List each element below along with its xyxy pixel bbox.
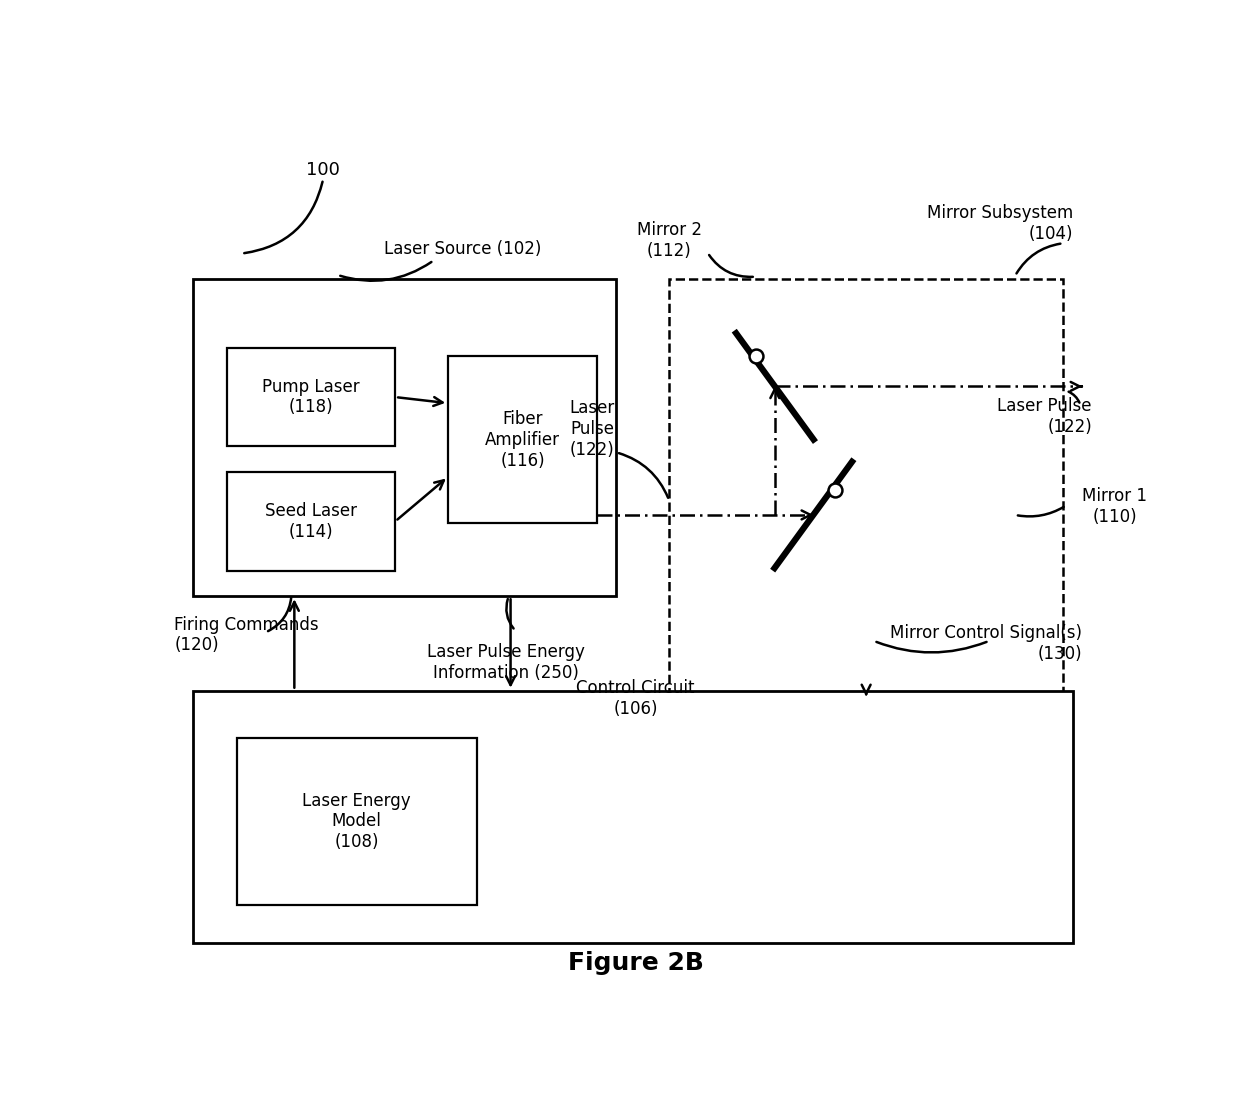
Bar xyxy=(193,690,1073,944)
Text: Fiber
Amplifier
(116): Fiber Amplifier (116) xyxy=(485,411,560,470)
Bar xyxy=(448,356,596,523)
Text: Mirror Control Signal(s)
(130): Mirror Control Signal(s) (130) xyxy=(890,624,1083,663)
Bar xyxy=(227,347,396,446)
Text: Laser
Pulse
(122): Laser Pulse (122) xyxy=(569,400,615,459)
Text: Pump Laser
(118): Pump Laser (118) xyxy=(263,377,360,416)
Text: Figure 2B: Figure 2B xyxy=(568,952,703,975)
Text: Laser Pulse Energy
Information (250): Laser Pulse Energy Information (250) xyxy=(427,643,585,682)
Text: Firing Commands
(120): Firing Commands (120) xyxy=(174,615,319,654)
Text: 100: 100 xyxy=(306,160,340,178)
Text: Mirror 2
(112): Mirror 2 (112) xyxy=(636,221,702,260)
Bar xyxy=(193,279,616,597)
Bar xyxy=(237,738,477,905)
Text: Mirror Subsystem
(104): Mirror Subsystem (104) xyxy=(926,204,1073,243)
Text: Laser Energy
Model
(108): Laser Energy Model (108) xyxy=(303,791,412,851)
Text: Laser Source (102): Laser Source (102) xyxy=(384,239,541,258)
Text: Control Circuit
(106): Control Circuit (106) xyxy=(577,679,694,718)
Bar xyxy=(227,472,396,571)
Bar xyxy=(670,279,1063,699)
Text: Mirror 1
(110): Mirror 1 (110) xyxy=(1083,487,1147,525)
Text: Laser Pulse
(122): Laser Pulse (122) xyxy=(997,397,1092,436)
Text: Seed Laser
(114): Seed Laser (114) xyxy=(265,502,357,541)
